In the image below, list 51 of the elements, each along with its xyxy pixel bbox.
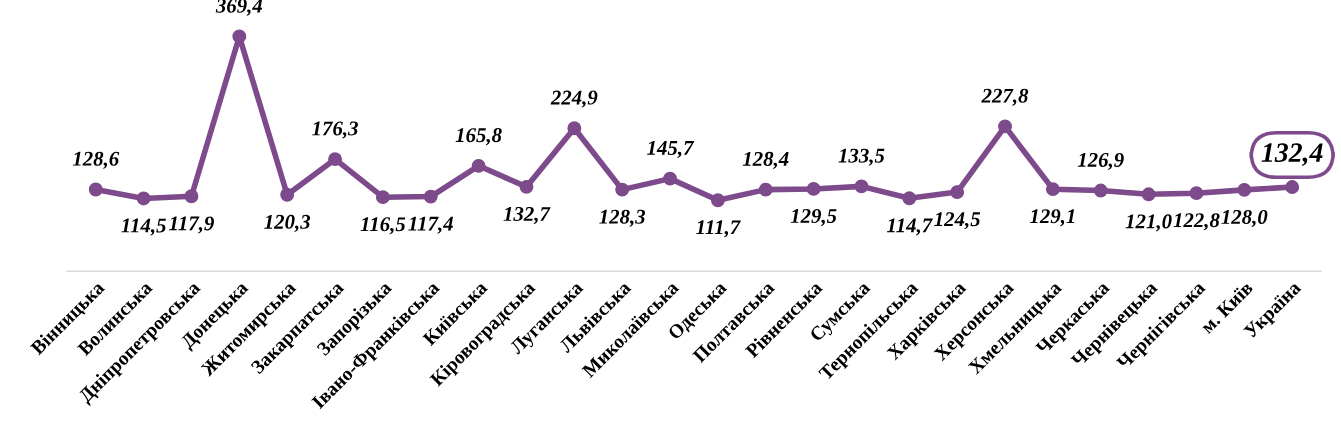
data-label: 111,7 [696,220,741,238]
point [567,121,582,136]
point [902,191,917,206]
point [1237,182,1252,197]
data-label: 133,5 [838,148,885,166]
data-label: 165,8 [455,128,502,146]
data-label: 120,3 [264,214,311,232]
point [1189,186,1204,201]
point [328,152,342,167]
data-label: 122,8 [1173,213,1220,231]
data-label: 145,7 [647,140,695,158]
data-label: 132,7 [503,206,551,224]
data-label: 176,3 [312,121,358,139]
data-label: 114,7 [886,218,933,236]
point [806,181,821,196]
data-label: 121,0 [1125,214,1172,232]
point [1141,187,1156,202]
data-label: 116,5 [360,217,406,235]
data-label: 129,1 [1029,209,1075,227]
point [232,29,247,44]
point [998,119,1012,134]
data-label: 227,8 [981,88,1029,106]
data-label: 128,3 [599,209,646,227]
point [136,191,151,206]
point [280,187,295,202]
point [184,189,199,204]
data-label: 132,4 [1261,143,1323,166]
data-label: 128,4 [742,151,789,169]
point [375,190,390,205]
point [1045,182,1060,197]
point [950,185,965,200]
point [854,179,869,194]
data-label: 114,5 [121,218,166,236]
data-label: 128,6 [72,151,120,169]
point [615,182,630,197]
data-label: 224,9 [550,90,598,108]
data-label: 126,9 [1077,152,1124,170]
point [1093,183,1108,198]
data-label: 129,5 [790,209,837,227]
data-label: 117,9 [169,216,214,234]
point [1285,180,1300,195]
data-label: 124,5 [934,212,981,230]
point [88,182,103,197]
point [663,171,677,186]
point [471,158,486,173]
data-label: 128,0 [1221,209,1268,227]
point [519,179,534,194]
point [423,189,438,204]
point [710,193,725,208]
point [758,182,773,197]
data-label: 117,4 [408,216,453,234]
